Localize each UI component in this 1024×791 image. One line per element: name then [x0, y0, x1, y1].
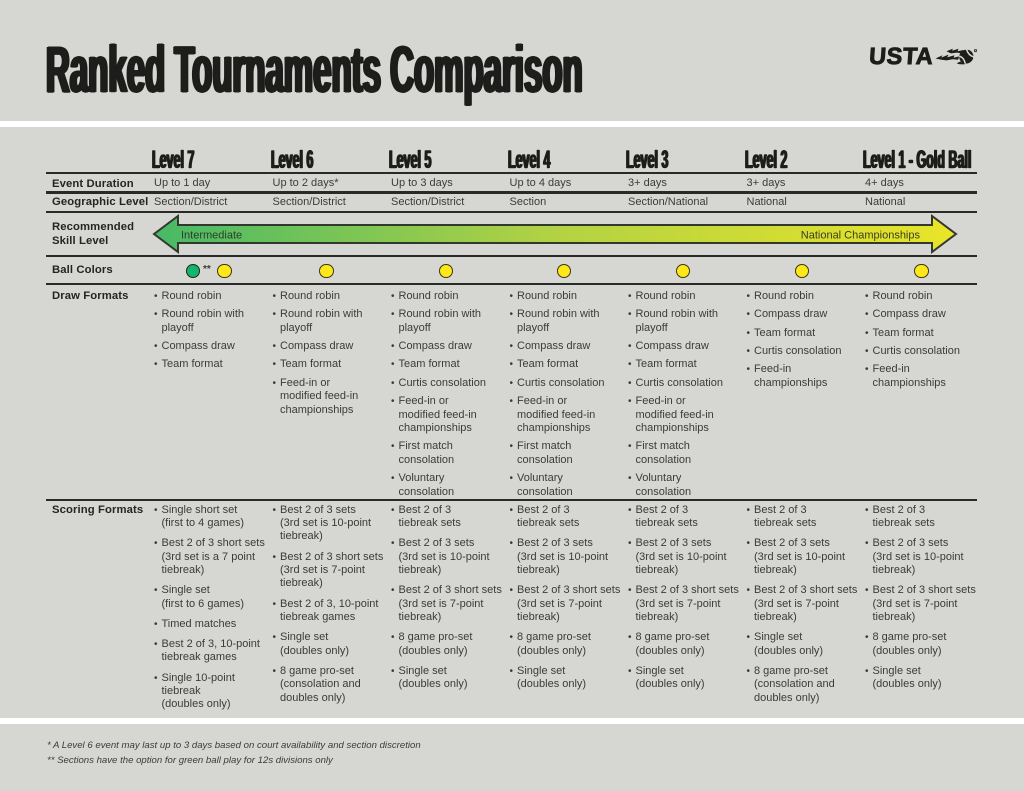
svg-text:National Championships: National Championships [801, 230, 921, 242]
svg-text:Intermediate: Intermediate [181, 230, 242, 242]
svg-text:R: R [974, 49, 977, 53]
